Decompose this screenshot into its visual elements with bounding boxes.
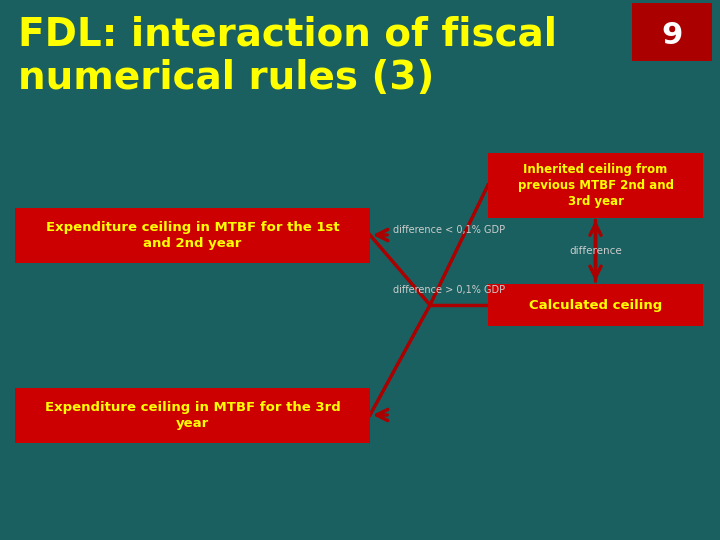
Text: difference: difference xyxy=(569,246,622,256)
FancyBboxPatch shape xyxy=(632,3,712,61)
Text: 9: 9 xyxy=(661,21,683,50)
Text: Inherited ceiling from
previous MTBF 2nd and
3rd year: Inherited ceiling from previous MTBF 2nd… xyxy=(518,163,673,207)
FancyBboxPatch shape xyxy=(488,284,703,326)
Text: FDL: interaction of fiscal
numerical rules (3): FDL: interaction of fiscal numerical rul… xyxy=(18,15,557,97)
FancyBboxPatch shape xyxy=(15,388,370,442)
Text: Expenditure ceiling in MTBF for the 1st
and 2nd year: Expenditure ceiling in MTBF for the 1st … xyxy=(45,220,339,249)
Text: difference < 0,1% GDP: difference < 0,1% GDP xyxy=(393,225,505,235)
Text: Expenditure ceiling in MTBF for the 3rd
year: Expenditure ceiling in MTBF for the 3rd … xyxy=(45,401,341,429)
FancyBboxPatch shape xyxy=(15,207,370,262)
Text: Calculated ceiling: Calculated ceiling xyxy=(529,299,662,312)
FancyBboxPatch shape xyxy=(488,152,703,218)
Text: difference > 0,1% GDP: difference > 0,1% GDP xyxy=(393,285,505,295)
